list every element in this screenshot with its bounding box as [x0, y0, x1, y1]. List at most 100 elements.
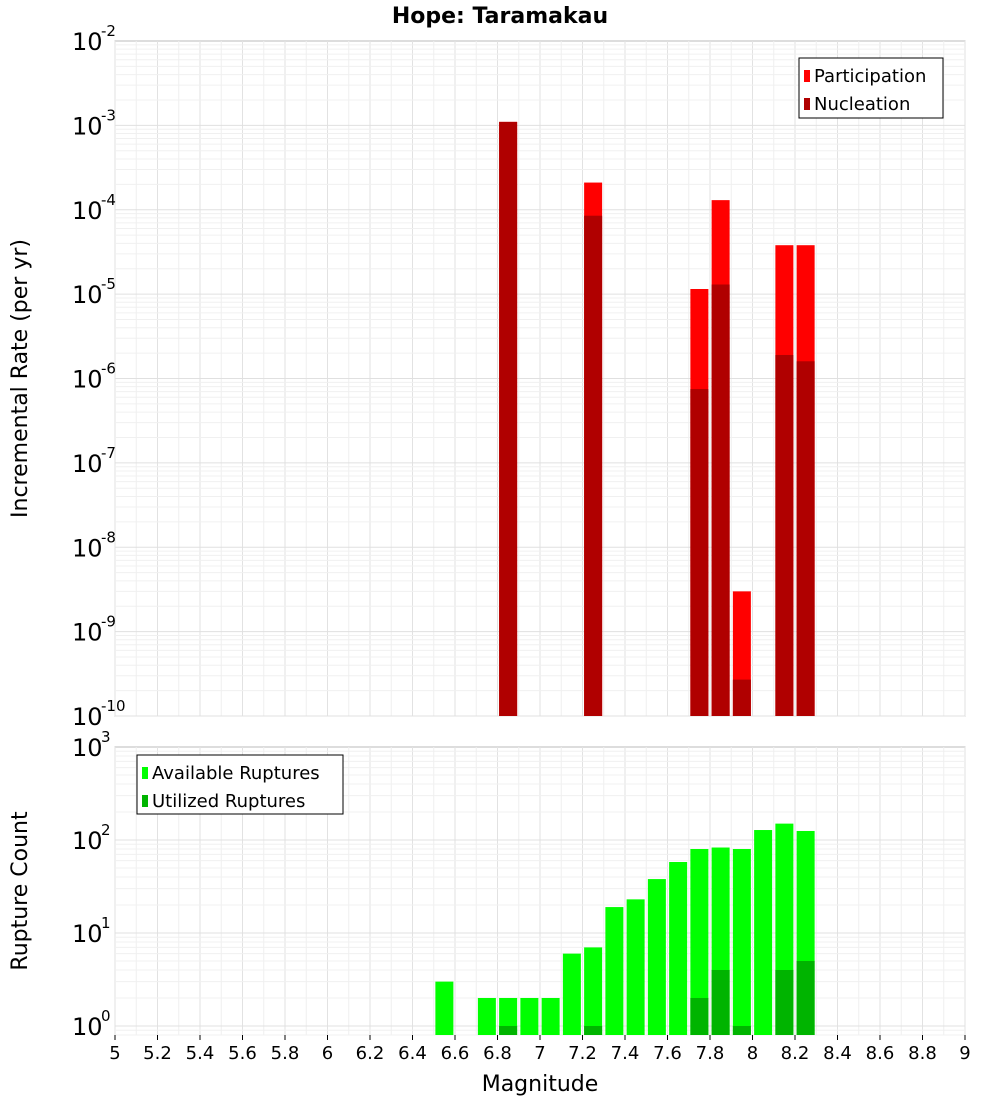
- x-tick-label: 9: [959, 1043, 970, 1064]
- y-tick-label: 10: [72, 366, 103, 394]
- y-tick-exponent: -4: [101, 191, 116, 209]
- bar-series1: [584, 947, 603, 1035]
- y-tick-label: 10: [72, 920, 103, 948]
- x-axis-label: Magnitude: [482, 1072, 599, 1097]
- x-tick-label: 7.6: [653, 1043, 682, 1064]
- x-tick-label: 7: [534, 1043, 545, 1064]
- bottom-legend: Available Ruptures Utilized Ruptures: [136, 754, 344, 815]
- y-tick-exponent: -8: [101, 528, 116, 546]
- y-tick-exponent: -10: [101, 697, 126, 715]
- bar-series2: [796, 361, 815, 716]
- y-tick-exponent: 0: [101, 1007, 111, 1025]
- bar-series1: [477, 997, 496, 1035]
- bar-series2: [499, 121, 518, 716]
- bar-series2: [690, 997, 709, 1035]
- x-tick-label: 8.4: [823, 1043, 852, 1064]
- bar-series2: [711, 284, 730, 716]
- x-tick-label: 7.2: [568, 1043, 597, 1064]
- bar-series2: [690, 389, 709, 716]
- x-tick-label: 6.4: [398, 1043, 427, 1064]
- legend-label: Utilized Ruptures: [152, 791, 305, 812]
- y-tick-exponent: -2: [101, 22, 116, 40]
- x-tick-label: 5: [109, 1043, 120, 1064]
- x-tick-label: 6.6: [441, 1043, 470, 1064]
- bar-series2: [775, 354, 794, 716]
- x-tick-label: 5.6: [228, 1043, 257, 1064]
- legend-swatch: [142, 767, 148, 779]
- y-tick-exponent: 3: [101, 728, 111, 746]
- y-tick-label: 10: [72, 450, 103, 478]
- bar-series2: [584, 1025, 603, 1035]
- y-tick-label: 10: [72, 281, 103, 309]
- bar-series1: [541, 997, 560, 1035]
- top-grid: [114, 41, 966, 717]
- bar-series2: [584, 215, 603, 717]
- x-tick-label: 7.4: [611, 1043, 640, 1064]
- bar-series1: [647, 879, 666, 1035]
- y-tick-label: 10: [72, 534, 103, 562]
- x-tick-label: 6: [322, 1043, 333, 1064]
- y-tick-exponent: 2: [101, 821, 111, 839]
- legend-swatch: [142, 795, 148, 807]
- legend-box: [136, 754, 344, 815]
- legend-label: Nucleation: [814, 94, 910, 115]
- bar-series2: [775, 969, 794, 1035]
- x-tick-label: 7.8: [696, 1043, 725, 1064]
- x-tick-label: 8.8: [908, 1043, 937, 1064]
- legend-swatch: [804, 98, 810, 110]
- bar-series1: [520, 997, 539, 1035]
- y-tick-exponent: -7: [101, 444, 116, 462]
- bar-series1: [754, 830, 773, 1035]
- bar-series1: [690, 849, 709, 1035]
- bar-series1: [435, 981, 454, 1035]
- bar-series2: [796, 960, 815, 1035]
- x-tick-label: 5.4: [186, 1043, 215, 1064]
- bar-series1: [562, 953, 581, 1035]
- y-tick-label: 10: [72, 619, 103, 647]
- x-tick-label: 6.8: [483, 1043, 512, 1064]
- y-tick-exponent: -5: [101, 275, 116, 293]
- x-tick-label: 8.2: [781, 1043, 810, 1064]
- y-tick-label: 10: [72, 703, 103, 731]
- bar-series1: [669, 861, 688, 1035]
- bar-series2: [732, 1025, 751, 1035]
- legend-box: [798, 57, 944, 119]
- x-tick-label: 5.2: [143, 1043, 172, 1064]
- bar-series2: [499, 1025, 518, 1035]
- x-tick-label: 6.2: [356, 1043, 385, 1064]
- y-tick-exponent: -3: [101, 106, 116, 124]
- bottom-y-axis-label: Rupture Count: [8, 811, 33, 971]
- top-y-axis-label: Incremental Rate (per yr): [8, 239, 33, 518]
- y-tick-exponent: -6: [101, 360, 116, 378]
- y-tick-label: 10: [72, 734, 103, 762]
- x-tick-label: 8: [747, 1043, 758, 1064]
- y-tick-label: 10: [72, 197, 103, 225]
- bar-series2: [711, 969, 730, 1035]
- chart-title: Hope: Taramakau: [392, 4, 608, 29]
- y-tick-exponent: 1: [101, 914, 111, 932]
- y-tick-label: 10: [72, 1013, 103, 1041]
- bottom-bars: [435, 823, 815, 1035]
- bar-series1: [605, 907, 624, 1035]
- bar-series1: [732, 849, 751, 1035]
- legend-label: Participation: [814, 66, 926, 87]
- top-bars: [499, 121, 815, 717]
- y-tick-label: 10: [72, 28, 103, 56]
- legend-swatch: [804, 70, 810, 82]
- x-tick-label: 5.8: [271, 1043, 300, 1064]
- x-ticks: 5 5.2 5.4 5.6 5.8 6 6.2 6.4 6.6 6.8 7 7.2 7.4 7.6 7.8 8…: [109, 1035, 971, 1064]
- y-tick-label: 10: [72, 112, 103, 140]
- top-legend: Participation Nucleation: [798, 57, 944, 119]
- bar-series1: [626, 899, 645, 1035]
- y-tick-label: 10: [72, 827, 103, 855]
- y-tick-exponent: -9: [101, 613, 116, 631]
- bar-series2: [732, 679, 751, 716]
- legend-label: Available Ruptures: [152, 763, 320, 784]
- x-tick-label: 8.6: [866, 1043, 895, 1064]
- bar-series1: [499, 997, 518, 1035]
